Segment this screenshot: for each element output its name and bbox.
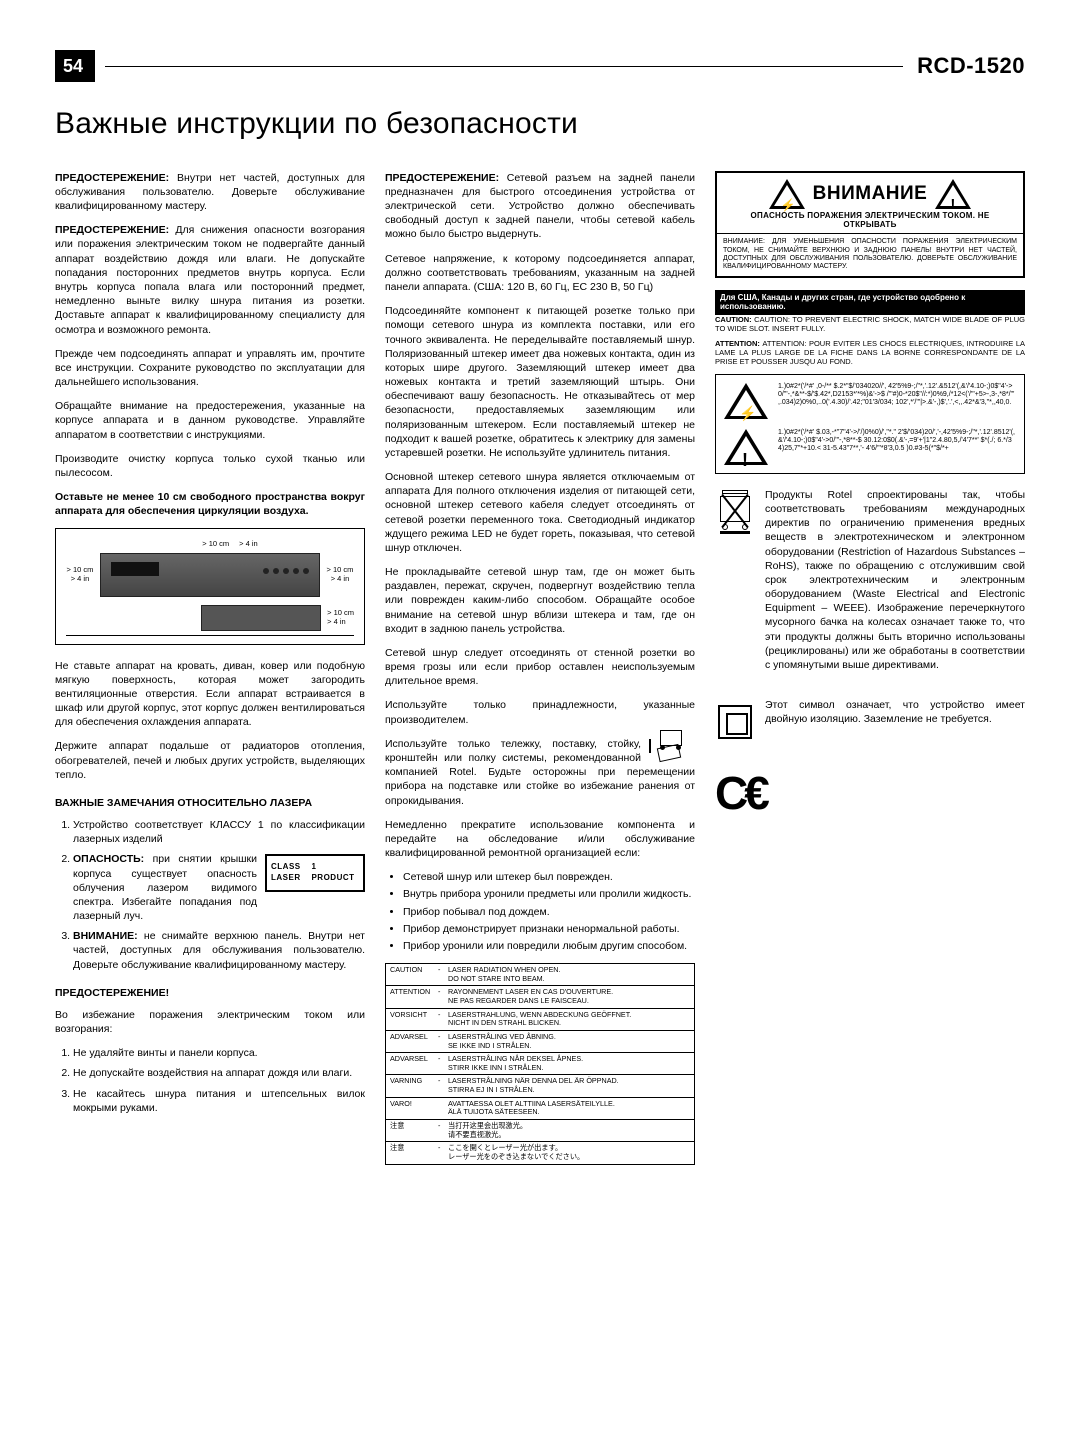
b2: Внутрь прибора уронили предметы или прол… — [403, 887, 695, 901]
warn-list: Не удаляйте винты и панели корпуса. Не д… — [55, 1046, 365, 1115]
page-number-badge: 54 — [55, 50, 95, 82]
warning-p1: ПРЕДОСТЕРЕЖЕНИЕ: Внутри нет частей, дост… — [55, 171, 365, 214]
attention-text: ВНИМАНИЕ: ДЛЯ УМЕНЬШЕНИЯ ОПАСНОСТИ ПОРАЖ… — [717, 233, 1023, 276]
c2-p2: Сетевое напряжение, к которому подсоедин… — [385, 252, 695, 295]
p3: Прежде чем подсоединять аппарат и управл… — [55, 347, 365, 390]
laser-table-row: ATTENTION-RAYONNEMENT LASER EN CAS D'OUV… — [386, 986, 694, 1008]
laser-heading: ВАЖНЫЕ ЗАМЕЧАНИЯ ОТНОСИТЕЛЬНО ЛАЗЕРА — [55, 796, 365, 810]
b4: Прибор демонстрирует признаки ненормальн… — [403, 922, 695, 936]
double-insulation-text: Этот символ означает, что устройство име… — [765, 698, 1025, 726]
c2-p3: Подсоединяйте компонент к питающей розет… — [385, 304, 695, 460]
laser-table-row: ADVARSEL-LASERSTRÅLING NÅR DEKSEL ÅPNES.… — [386, 1053, 694, 1075]
laser-table-row: ADVARSEL-LASERSTRÅLING VED ÅBNING. SE IK… — [386, 1031, 694, 1053]
ce-mark-icon: C€ — [715, 762, 1025, 824]
c2-p8: Используйте только тележку, поставку, ст… — [385, 737, 695, 808]
page-title: Важные инструкции по безопасности — [55, 104, 1025, 145]
laser-table-row: 注意-ここを開くとレーザー光が出ます。 レーザー光をのぞき込まないでください。 — [386, 1142, 694, 1163]
weee-bin-icon — [715, 488, 755, 536]
damage-list: Сетевой шнур или штекер был поврежден. В… — [385, 870, 695, 953]
shock-triangle-icon — [724, 383, 768, 419]
rohs-text: Продукты Rotel спроектированы так, чтобы… — [765, 488, 1025, 672]
laser-table-row: VORSICHT-LASERSTRAHLUNG, WENN ABDECKUNG … — [386, 1009, 694, 1031]
clearance-side: > 10 cm> 4 in — [327, 609, 354, 626]
double-insulation-row: Этот символ означает, что устройство име… — [715, 698, 1025, 746]
rohs-row: Продукты Rotel спроектированы так, чтобы… — [715, 488, 1025, 682]
triangle-explanations: 1.)0#2*('/*#' ,0-/** $.2*"$/'034020//', … — [715, 374, 1025, 474]
warn-2: Не допускайте воздействия на аппарат дож… — [73, 1066, 365, 1080]
laser-table-row: 注意-当打开这里会出现激光。 请不要直视激光。 — [386, 1120, 694, 1142]
attention-title: ВНИМАНИЕ — [813, 181, 928, 207]
column-3: ВНИМАНИЕ ОПАСНОСТЬ ПОРАЖЕНИЯ ЭЛЕКТРИЧЕСК… — [715, 171, 1025, 1165]
c2-p4: Основной штекер сетевого шнура является … — [385, 470, 695, 555]
ventilation-diagram: > 10 cm > 4 in > 10 cm> 4 in > 10 cm> 4 … — [55, 528, 365, 644]
exclamation-triangle-icon — [724, 429, 768, 465]
c2-p7: Используйте только принадлежности, указа… — [385, 698, 695, 726]
page-header: 54 RCD-1520 — [55, 50, 1025, 82]
attention-panel: ВНИМАНИЕ ОПАСНОСТЬ ПОРАЖЕНИЯ ЭЛЕКТРИЧЕСК… — [715, 171, 1025, 278]
p7: Не ставьте аппарат на кровать, диван, ко… — [55, 659, 365, 730]
warning-p2: ПРЕДОСТЕРЕЖЕНИЕ: Для снижения опасности … — [55, 223, 365, 336]
b1: Сетевой шнур или штекер был поврежден. — [403, 870, 695, 884]
region-bar: Для США, Канады и других стран, где устр… — [715, 290, 1025, 315]
c2-p9: Немедленно прекратите использование комп… — [385, 818, 695, 861]
column-2: ПРЕДОСТЕРЕЖЕНИЕ: Сетевой разъем на задне… — [385, 171, 695, 1165]
laser-table-row: VARNING-LASERSTRÅLNING NÄR DENNA DEL ÄR … — [386, 1075, 694, 1097]
caution-fr: ATTENTION: ATTENTION: POUR EVITER LES CH… — [715, 339, 1025, 366]
c2-p6: Сетевой шнур следует отсоединять от стен… — [385, 646, 695, 689]
device-side-icon — [201, 605, 321, 631]
model-number: RCD-1520 — [917, 51, 1025, 81]
double-insulation-icon — [715, 698, 755, 746]
plug-caution: CAUTION: CAUTION: TO PREVENT ELECTRIC SH… — [715, 315, 1025, 366]
clearance-left: > 10 cm> 4 in — [66, 566, 94, 583]
tri-text-1: 1.)0#2*('/*#' ,0-/** $.2*"$/'034020//', … — [778, 383, 1016, 407]
exclamation-triangle-icon — [935, 179, 971, 209]
column-1: ПРЕДОСТЕРЕЖЕНИЕ: Внутри нет частей, дост… — [55, 171, 365, 1165]
device-front-icon — [100, 553, 320, 597]
b3: Прибор побывал под дождем. — [403, 905, 695, 919]
warning-subhead: ПРЕДОСТЕРЕЖЕНИЕ! — [55, 986, 365, 1000]
laser-item-1: Устройство соответствует КЛАССУ 1 по кла… — [73, 818, 365, 846]
shock-triangle-icon — [769, 179, 805, 209]
c2-p5: Не прокладывайте сетевой шнур там, где о… — [385, 565, 695, 636]
p8: Держите аппарат подальше от радиаторов о… — [55, 739, 365, 782]
p4: Обращайте внимание на предостережения, у… — [55, 399, 365, 442]
p5: Производите очистку корпуса только сухой… — [55, 452, 365, 480]
header-rule — [105, 66, 903, 67]
laser-table-row: CAUTION-LASER RADIATION WHEN OPEN. DO NO… — [386, 964, 694, 986]
clearance-label: > 4 in — [239, 539, 258, 549]
cart-tip-icon — [649, 739, 695, 753]
laser-item-3: ВНИМАНИЕ: не снимайте верхнюю панель. Вн… — [73, 929, 365, 972]
p6-ventilation: Оставьте не менее 10 см свободного прост… — [55, 490, 365, 518]
laser-list: Устройство соответствует КЛАССУ 1 по кла… — [55, 818, 365, 972]
tri-text-2: 1.)0#2*('/*#' $.03,-*"7"4'->/'/)0%0)/',"… — [778, 429, 1016, 453]
c2-p1: ПРЕДОСТЕРЕЖЕНИЕ: Сетевой разъем на задне… — [385, 171, 695, 242]
laser-item-2: CLASS1 LASERPRODUCT ОПАСНОСТЬ: при сняти… — [73, 852, 365, 923]
class-1-laser-label: CLASS1 LASERPRODUCT — [265, 854, 365, 892]
warn-3: Не касайтесь шнура питания и штепсельных… — [73, 1087, 365, 1115]
laser-table-row: VARO!AVATTAESSA OLET ALTTIINA LASERSÄTEI… — [386, 1098, 694, 1120]
warn-1: Не удаляйте винты и панели корпуса. — [73, 1046, 365, 1060]
clearance-right: > 10 cm> 4 in — [326, 566, 354, 583]
content-columns: ПРЕДОСТЕРЕЖЕНИЕ: Внутри нет частей, дост… — [55, 171, 1025, 1165]
laser-caution-table: CAUTION-LASER RADIATION WHEN OPEN. DO NO… — [385, 963, 695, 1165]
caution-en: CAUTION: CAUTION: TO PREVENT ELECTRIC SH… — [715, 315, 1025, 333]
clearance-label: > 10 cm — [202, 539, 229, 549]
b5: Прибор уронили или повредили любым други… — [403, 939, 695, 953]
warn-intro: Во избежание поражения электрическим ток… — [55, 1008, 365, 1036]
attention-subtitle: ОПАСНОСТЬ ПОРАЖЕНИЯ ЭЛЕКТРИЧЕСКИМ ТОКОМ.… — [717, 211, 1023, 233]
